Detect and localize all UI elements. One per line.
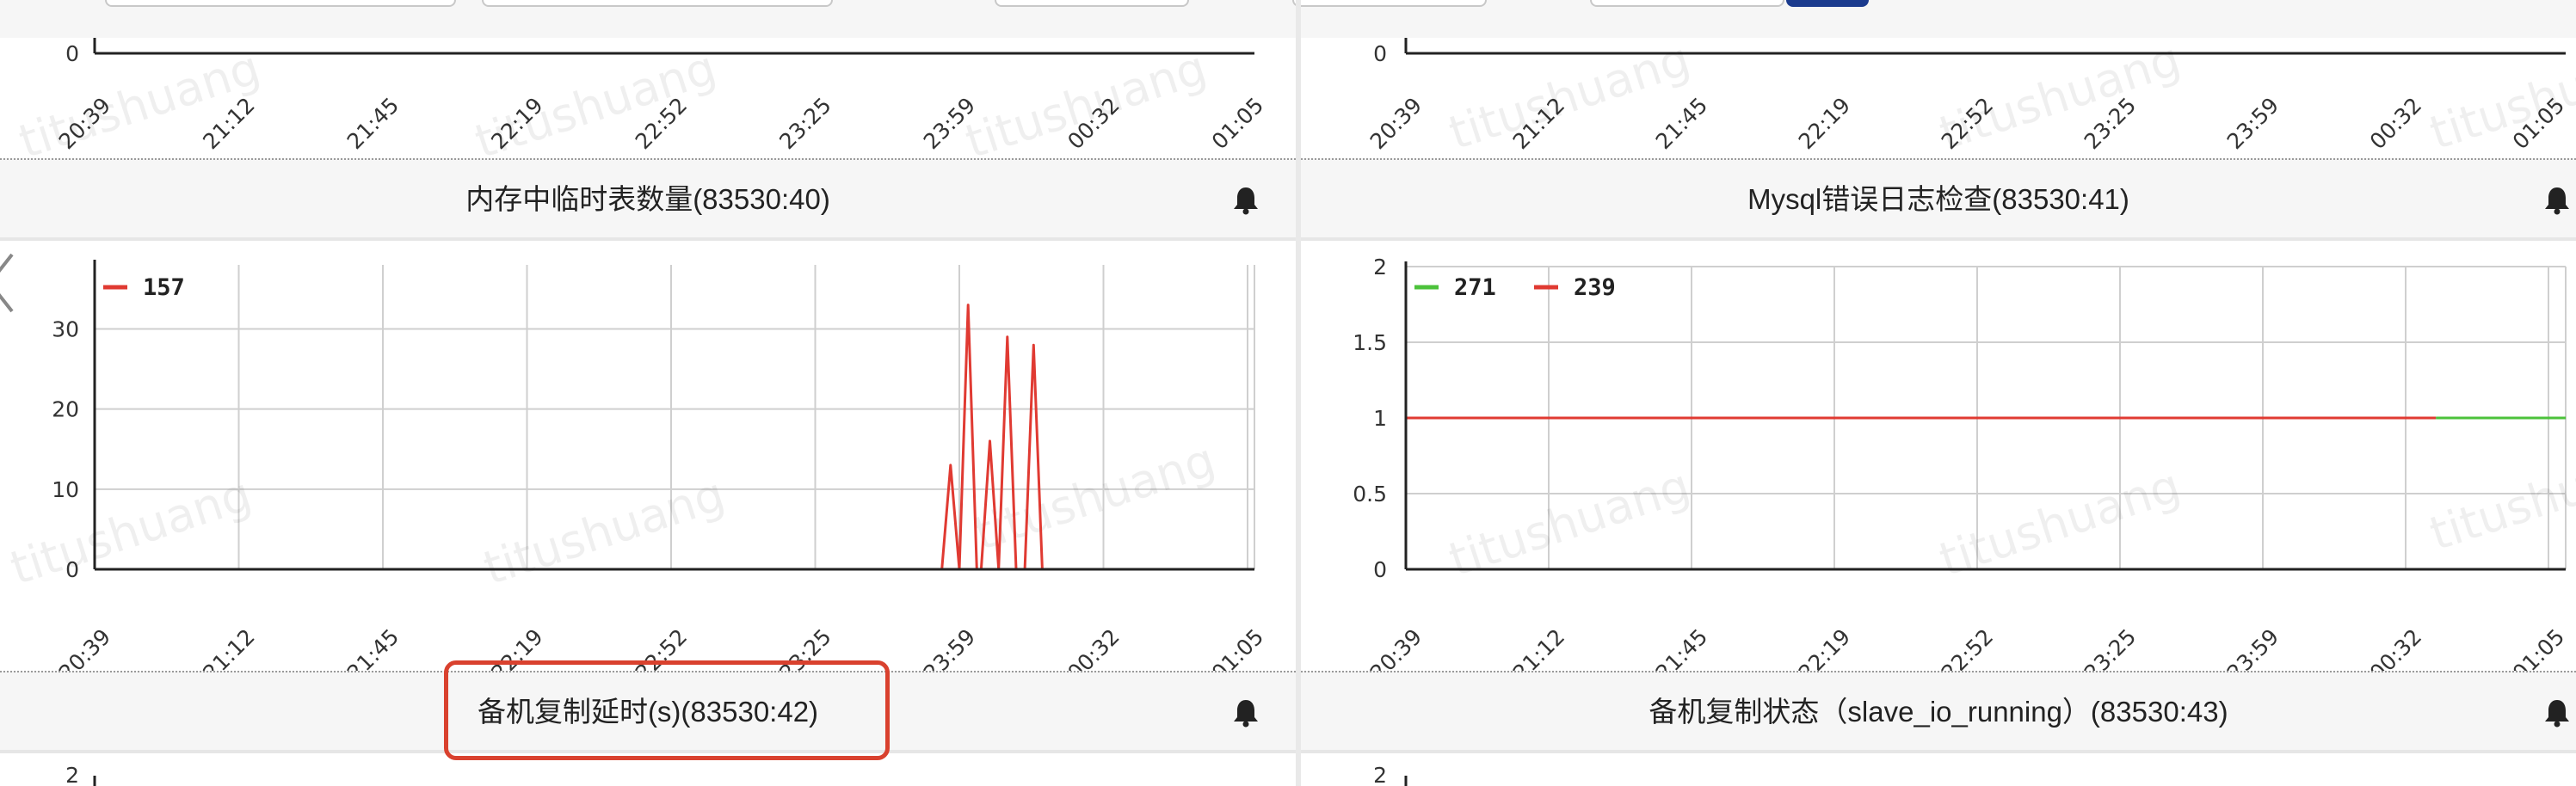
filter-select-3[interactable] bbox=[995, 0, 1189, 7]
x-tick-label: 20:39 bbox=[1365, 624, 1427, 671]
chart-top-left: 020:39 21:12 21:45 22:19 22:52 23:25 23:59 00:3… bbox=[13, 38, 1268, 158]
chart-mysql-error-log: 0 0.5 1 1.5 2 titushuang titushuang titushuang 2… bbox=[1353, 255, 2576, 671]
x-tick-label: 22:52 bbox=[1937, 624, 1998, 671]
panel-title: 备机复制延时(s)(83530:42) bbox=[477, 696, 819, 728]
x-tick-label: 01:05 bbox=[2508, 624, 2569, 671]
x-tick-label: 20:39 bbox=[1365, 93, 1427, 154]
watermark-text: titushuang bbox=[4, 467, 258, 595]
panel-header-mysql-error-log: Mysql错误日志检查(83530:41) bbox=[1301, 158, 2576, 241]
chart-panel-top-right: 0 20:39 21:12 21:45 22:19 22:52 23:25 23:59 00:3… bbox=[1301, 38, 2576, 158]
x-tick-label: 22:19 bbox=[1794, 93, 1855, 154]
x-tick-label: 22:19 bbox=[1794, 624, 1855, 671]
chart-panel-temp-tables: 0 10 20 30 titushuang titushuang titushuang 157… bbox=[0, 241, 1296, 671]
watermark-text: titushuang bbox=[2424, 38, 2576, 158]
y-tick-label: 20 bbox=[52, 397, 79, 422]
y-tick-label: 30 bbox=[52, 317, 79, 342]
x-tick-label: 21:12 bbox=[198, 624, 259, 671]
x-tick-label: 00:32 bbox=[1063, 624, 1124, 671]
x-tick-label: 21:45 bbox=[342, 93, 404, 154]
x-tick-label: 23:59 bbox=[2222, 624, 2283, 671]
x-tick-label: 21:45 bbox=[1651, 624, 1712, 671]
legend-label: 239 bbox=[1574, 274, 1616, 301]
y-tick-label: 1.5 bbox=[1353, 330, 1387, 355]
y-tick-label: 2 bbox=[1373, 255, 1387, 279]
watermark-text: titushuang bbox=[469, 40, 723, 158]
panel-title: 内存中临时表数量(83530:40) bbox=[465, 183, 830, 215]
y-tick-label: 0 bbox=[1373, 41, 1387, 66]
chevron-left-icon[interactable] bbox=[0, 251, 17, 315]
chart-temp-tables: 0 10 20 30 titushuang titushuang titushuang 157… bbox=[4, 260, 1268, 671]
legend-label: 271 bbox=[1454, 274, 1496, 301]
x-tick-label: 00:32 bbox=[2365, 624, 2426, 671]
x-tick-label: 23:25 bbox=[774, 93, 835, 154]
x-tick-label: 21:45 bbox=[1651, 93, 1712, 154]
y-tick-label: 2 bbox=[65, 763, 79, 786]
x-tick-label: 00:32 bbox=[2365, 93, 2426, 154]
watermark-text: titushuang bbox=[1933, 458, 2187, 586]
annotation-highlight-box bbox=[444, 660, 890, 760]
panel-title: Mysql错误日志检查(83530:41) bbox=[1747, 183, 2129, 215]
x-tick-label: 01:05 bbox=[1207, 93, 1268, 154]
watermark-text: titushuang bbox=[2424, 433, 2576, 561]
watermark-text: titushuang bbox=[968, 433, 1222, 561]
chart-bottom-left: 2 bbox=[65, 763, 96, 786]
y-tick-label: 1 bbox=[1373, 406, 1387, 431]
chart-bottom-right: 2 bbox=[1373, 763, 1408, 786]
filter-select-1[interactable] bbox=[105, 0, 456, 7]
filter-select-5[interactable] bbox=[1590, 0, 1784, 7]
y-tick-label: 0.5 bbox=[1353, 482, 1387, 507]
y-tick-label: 10 bbox=[52, 477, 79, 502]
chart-panel-bottom-left: 2 bbox=[0, 753, 1296, 786]
y-tick-label: 2 bbox=[1373, 763, 1387, 786]
panel-header-replication-delay: 备机复制延时(s)(83530:42) bbox=[0, 671, 1296, 753]
x-tick-label: 21:45 bbox=[342, 624, 404, 671]
chart-top-right: 020:39 21:12 21:45 22:19 22:52 23:25 23:59 00:3… bbox=[1365, 38, 2576, 158]
top-toolbar bbox=[0, 0, 2576, 41]
query-button[interactable] bbox=[1786, 0, 1869, 7]
y-tick-label: 0 bbox=[65, 557, 79, 582]
chart-panel-top-left: 0 20:39 21:12 21:45 22:19 22:52 23:25 23:59 00:3… bbox=[0, 38, 1296, 158]
y-tick-label: 0 bbox=[1373, 557, 1387, 582]
x-tick-label: 23:59 bbox=[2222, 93, 2283, 154]
column-divider bbox=[1296, 0, 1301, 786]
bell-icon[interactable] bbox=[1232, 186, 1260, 215]
panel-header-temp-tables: 内存中临时表数量(83530:40) bbox=[0, 158, 1296, 241]
panel-title: 备机复制状态（slave_io_running）(83530:43) bbox=[1649, 696, 2228, 728]
x-tick-label: 23:59 bbox=[919, 624, 980, 671]
bell-icon[interactable] bbox=[1232, 698, 1260, 728]
legend-label: 157 bbox=[143, 274, 185, 301]
x-tick-label: 21:12 bbox=[1508, 624, 1569, 671]
bell-icon[interactable] bbox=[2543, 698, 2571, 728]
bell-icon[interactable] bbox=[2543, 186, 2571, 215]
panel-header-replication-status: 备机复制状态（slave_io_running）(83530:43) bbox=[1301, 671, 2576, 753]
x-tick-label: 23:25 bbox=[2080, 624, 2141, 671]
y-tick-label: 0 bbox=[65, 41, 79, 66]
watermark-text: titushuang bbox=[1443, 458, 1697, 586]
filter-select-2[interactable] bbox=[482, 0, 833, 7]
watermark-text: titushuang bbox=[478, 467, 731, 595]
chart-panel-mysql-error-log: 0 0.5 1 1.5 2 titushuang titushuang titushuang 2… bbox=[1301, 241, 2576, 671]
watermark-text: titushuang bbox=[1933, 38, 2187, 158]
chart-panel-bottom-right: 2 bbox=[1301, 753, 2576, 786]
x-tick-label: 20:39 bbox=[54, 624, 115, 671]
x-tick-label: 01:05 bbox=[1207, 624, 1268, 671]
filter-select-4[interactable] bbox=[1292, 0, 1487, 7]
